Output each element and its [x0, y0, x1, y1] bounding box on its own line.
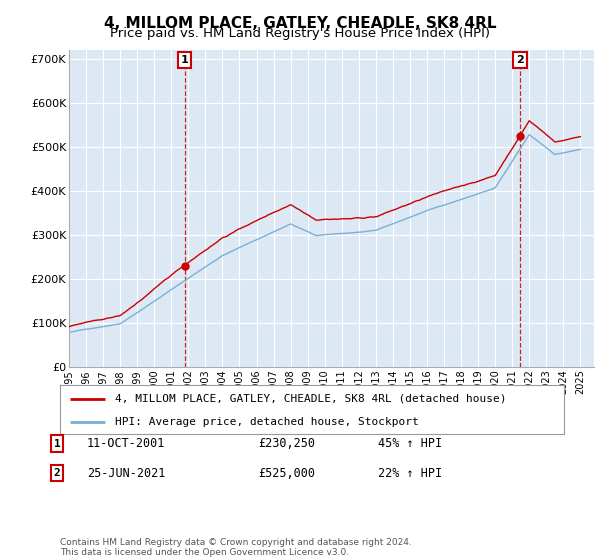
Text: 1: 1 [181, 55, 188, 65]
Text: Price paid vs. HM Land Registry's House Price Index (HPI): Price paid vs. HM Land Registry's House … [110, 27, 490, 40]
Text: 4, MILLOM PLACE, GATLEY, CHEADLE, SK8 4RL: 4, MILLOM PLACE, GATLEY, CHEADLE, SK8 4R… [104, 16, 496, 31]
Text: 22% ↑ HPI: 22% ↑ HPI [378, 466, 442, 480]
Text: HPI: Average price, detached house, Stockport: HPI: Average price, detached house, Stoc… [115, 417, 419, 427]
Text: 25-JUN-2021: 25-JUN-2021 [87, 466, 166, 480]
Text: £525,000: £525,000 [258, 466, 315, 480]
Text: 2: 2 [53, 468, 61, 478]
Text: Contains HM Land Registry data © Crown copyright and database right 2024.
This d: Contains HM Land Registry data © Crown c… [60, 538, 412, 557]
Text: 11-OCT-2001: 11-OCT-2001 [87, 437, 166, 450]
Text: 1: 1 [53, 438, 61, 449]
Text: 45% ↑ HPI: 45% ↑ HPI [378, 437, 442, 450]
Text: 2: 2 [516, 55, 524, 65]
Text: £230,250: £230,250 [258, 437, 315, 450]
Text: 4, MILLOM PLACE, GATLEY, CHEADLE, SK8 4RL (detached house): 4, MILLOM PLACE, GATLEY, CHEADLE, SK8 4R… [115, 394, 507, 404]
